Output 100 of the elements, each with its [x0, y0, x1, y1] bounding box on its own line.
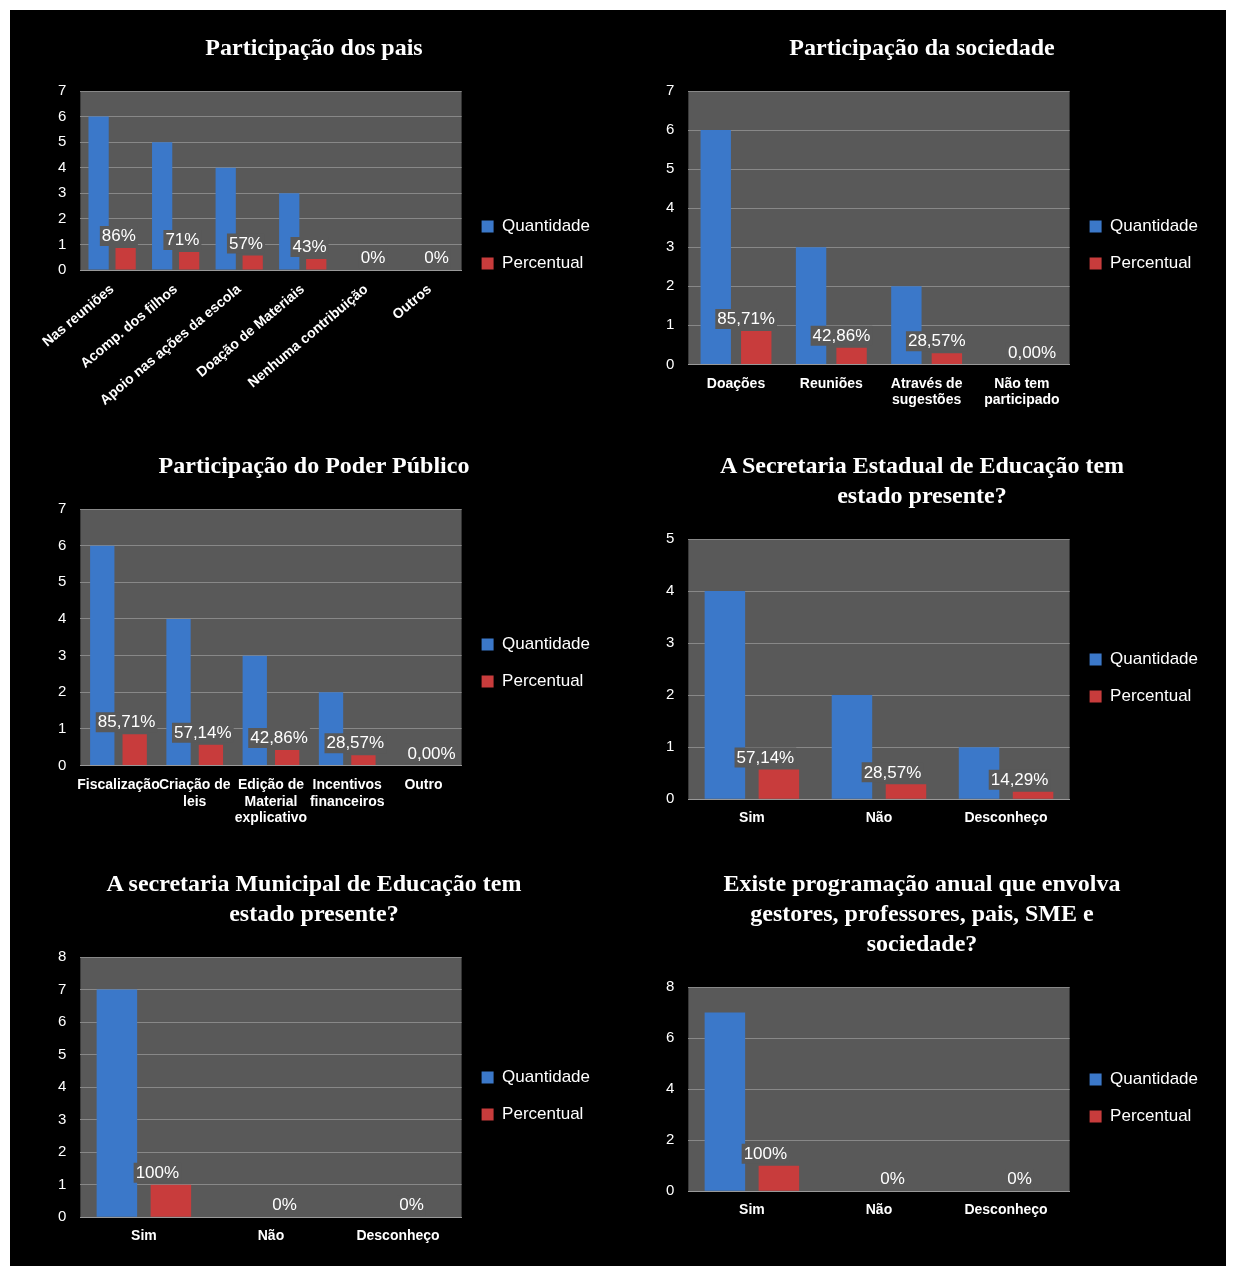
bar: [306, 259, 327, 270]
legend-label: Quantidade: [502, 1067, 590, 1087]
data-label: 57%: [228, 233, 263, 253]
bar: [198, 744, 224, 766]
y-tick-label: 3: [666, 633, 675, 651]
data-label: 14,29%: [990, 769, 1049, 789]
bar: [351, 755, 376, 766]
x-tick-label: Desconheço: [356, 1227, 440, 1244]
data-label: 43%: [292, 237, 327, 257]
data-label: 0%: [360, 248, 386, 268]
y-tick-label: 1: [666, 737, 675, 755]
y-tick-label: 0: [666, 354, 675, 372]
x-tick-label: Reuniões: [799, 374, 864, 391]
data-label: 0,00%: [407, 743, 456, 763]
y-tick-label: 1: [666, 315, 675, 333]
y-tick-label: 0: [666, 1181, 675, 1199]
y-tick-label: 2: [58, 1142, 67, 1160]
data-label: 42,86%: [250, 728, 308, 748]
x-tick-label: Sim: [739, 1201, 765, 1218]
data-label: 85,71%: [717, 309, 775, 329]
legend-label: Percentual: [1110, 1106, 1192, 1126]
legend-label: Quantidade: [1110, 216, 1198, 236]
y-tick-label: 6: [666, 1028, 675, 1046]
y-tick-label: 4: [58, 609, 67, 627]
y-tick-label: 4: [58, 157, 67, 175]
y-tick-label: 1: [58, 1174, 67, 1192]
data-label: 0,00%: [1007, 342, 1057, 362]
data-label: 100%: [135, 1162, 180, 1182]
chart-title: Participação da sociedade: [788, 33, 1056, 62]
x-tick-label: Criação de leis: [158, 775, 231, 809]
y-tick-label: 5: [666, 159, 675, 177]
y-tick-label: 2: [666, 276, 675, 294]
y-tick-label: 1: [58, 719, 67, 737]
data-label: 85,71%: [97, 712, 156, 732]
legend-label: Percentual: [502, 1104, 584, 1124]
y-tick-label: 6: [58, 106, 67, 124]
x-tick-label: Incentivos financeiros: [309, 775, 385, 809]
data-label: 0%: [880, 1169, 905, 1189]
y-tick-label: 7: [58, 81, 67, 99]
chart-title: Participação dos pais: [204, 33, 424, 62]
bar: [1012, 791, 1054, 799]
legend-label: Quantidade: [1110, 649, 1198, 669]
chart-title: A Secretaria Estadual de Educação tem estado presente?: [718, 451, 1126, 510]
x-tick-label: Doações: [706, 374, 766, 391]
y-tick-label: 4: [666, 1079, 675, 1097]
y-tick-label: 0: [666, 789, 675, 807]
y-tick-label: 0: [58, 260, 67, 278]
data-label: 42,86%: [812, 325, 871, 345]
data-label: 0%: [424, 248, 449, 268]
y-tick-label: 4: [666, 581, 675, 599]
y-tick-label: 6: [666, 120, 675, 138]
data-label: 71%: [165, 230, 200, 250]
y-tick-label: 5: [58, 132, 67, 150]
y-tick-label: 2: [666, 685, 675, 703]
y-tick-label: 2: [58, 682, 67, 700]
y-tick-label: 3: [666, 237, 675, 255]
y-tick-label: 5: [58, 572, 67, 590]
legend-label: Quantidade: [1110, 1069, 1198, 1089]
y-tick-label: 7: [58, 499, 67, 517]
bar: [242, 255, 263, 270]
x-tick-label: Não tem participado: [984, 374, 1060, 408]
x-tick-label: Não: [257, 1227, 285, 1244]
y-tick-label: 3: [58, 1109, 67, 1127]
x-tick-label: Desconheço: [964, 809, 1048, 826]
x-tick-label: Não: [865, 1201, 893, 1218]
bar: [115, 248, 136, 270]
x-tick-label: Fiscalização: [77, 775, 160, 792]
bar: [741, 330, 772, 364]
y-tick-label: 0: [58, 755, 67, 773]
x-tick-label: Através de sugestões: [890, 374, 963, 408]
bar: [885, 784, 927, 799]
bar: [179, 251, 200, 270]
data-label: 57,14%: [736, 747, 795, 767]
data-label: 100%: [743, 1143, 788, 1163]
legend-label: Quantidade: [502, 216, 590, 236]
y-tick-label: 2: [666, 1130, 675, 1148]
y-tick-label: 2: [58, 209, 67, 227]
chart-title: Participação do Poder Público: [157, 451, 471, 480]
y-tick-label: 5: [666, 529, 675, 547]
x-tick-label: Não: [865, 809, 893, 826]
y-tick-label: 3: [58, 183, 67, 201]
x-tick-label: Edição de Material explicativo: [234, 775, 308, 826]
x-tick-label: Sim: [739, 809, 765, 826]
y-tick-label: 7: [58, 979, 67, 997]
chart-title: Existe programação anual que envolva gestores, professores, pais, SME e sociedade?: [722, 869, 1122, 958]
data-label: 0%: [272, 1195, 297, 1215]
legend-label: Percentual: [502, 671, 584, 691]
y-tick-label: 0: [58, 1207, 67, 1225]
legend-label: Percentual: [1110, 253, 1192, 273]
y-tick-label: 6: [58, 535, 67, 553]
x-tick-label: Desconheço: [964, 1201, 1048, 1218]
y-tick-label: 4: [666, 198, 675, 216]
legend-label: Percentual: [502, 253, 584, 273]
bar: [836, 347, 867, 364]
x-tick-label: Sim: [131, 1227, 157, 1244]
y-tick-label: 8: [58, 947, 67, 965]
data-label: 57,14%: [173, 722, 232, 742]
bar: [275, 749, 300, 766]
chart-title: A secretaria Municipal de Educação tem estado presente?: [105, 869, 523, 928]
data-label: 0%: [399, 1195, 424, 1215]
